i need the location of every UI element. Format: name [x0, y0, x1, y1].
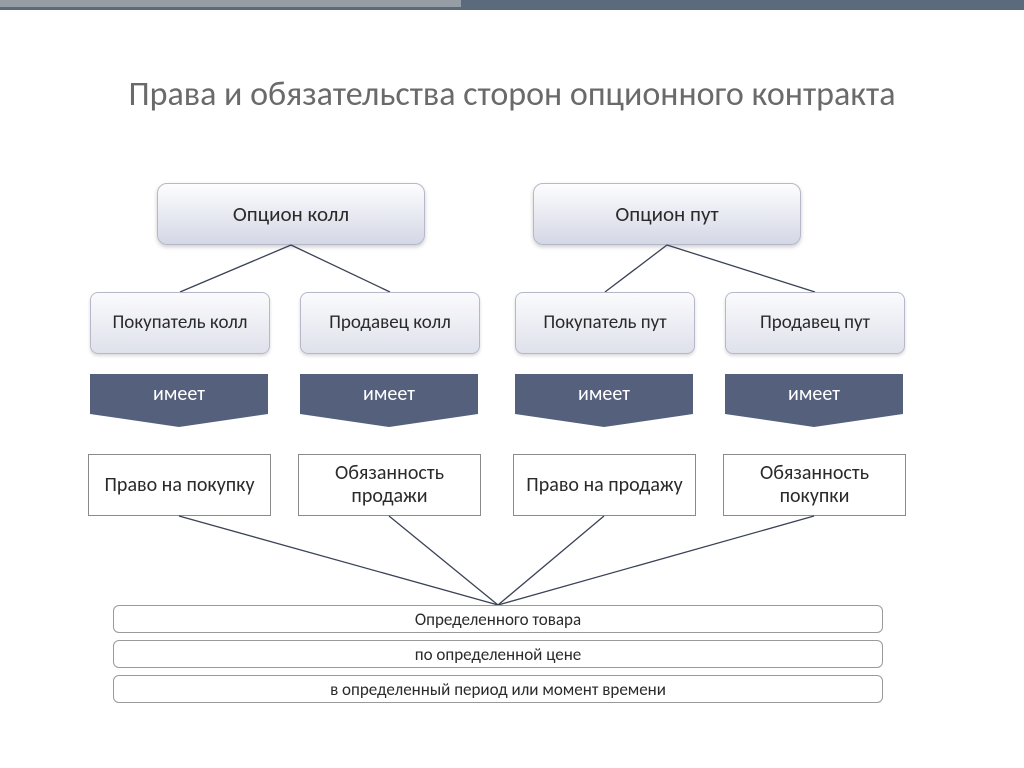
- box-right-2-label: Обязанность продажи: [299, 462, 480, 508]
- box-call-seller: Продавец колл: [300, 292, 480, 354]
- arrow-2-tip: [300, 414, 478, 427]
- arrow-1: имеет: [90, 374, 268, 414]
- box-put: Опцион пут: [533, 183, 801, 245]
- bar-2-label: по определенной цене: [415, 644, 582, 665]
- box-right-4-label: Обязанность покупки: [724, 462, 905, 508]
- box-call-buyer: Покупатель колл: [90, 292, 270, 354]
- box-put-seller-label: Продавец пут: [760, 312, 870, 334]
- arrow-2: имеет: [300, 374, 478, 414]
- arrow-3-label: имеет: [578, 382, 630, 406]
- arrow-3-tip: [515, 414, 693, 427]
- box-right-1: Право на покупку: [88, 454, 271, 516]
- bar-1: Определенного товара: [113, 605, 883, 633]
- box-call: Опцион колл: [157, 183, 425, 245]
- box-put-buyer-label: Покупатель пут: [543, 312, 666, 334]
- box-put-label: Опцион пут: [615, 201, 718, 227]
- top-border-left: [0, 0, 461, 10]
- arrow-3: имеет: [515, 374, 693, 414]
- box-right-3-label: Право на продажу: [526, 474, 682, 497]
- arrow-4-tip: [725, 414, 903, 427]
- box-call-buyer-label: Покупатель колл: [112, 312, 247, 334]
- page-title: Права и обязательства сторон опционного …: [0, 75, 1024, 116]
- bar-3-label: в определенный период или момент времени: [330, 679, 666, 700]
- arrow-1-label: имеет: [153, 382, 205, 406]
- arrow-2-label: имеет: [363, 382, 415, 406]
- box-call-seller-label: Продавец колл: [329, 312, 451, 334]
- bar-3: в определенный период или момент времени: [113, 675, 883, 703]
- arrow-1-tip: [90, 414, 268, 427]
- box-right-2: Обязанность продажи: [298, 454, 481, 516]
- box-call-label: Опцион колл: [233, 201, 349, 227]
- arrow-4-label: имеет: [788, 382, 840, 406]
- arrow-4: имеет: [725, 374, 903, 414]
- top-border-right: [461, 0, 1024, 10]
- box-put-buyer: Покупатель пут: [515, 292, 695, 354]
- box-put-seller: Продавец пут: [725, 292, 905, 354]
- box-right-4: Обязанность покупки: [723, 454, 906, 516]
- bar-1-label: Определенного товара: [415, 609, 581, 630]
- top-border: [0, 0, 1024, 10]
- box-right-1-label: Право на покупку: [105, 474, 255, 497]
- bar-2: по определенной цене: [113, 640, 883, 668]
- box-right-3: Право на продажу: [513, 454, 696, 516]
